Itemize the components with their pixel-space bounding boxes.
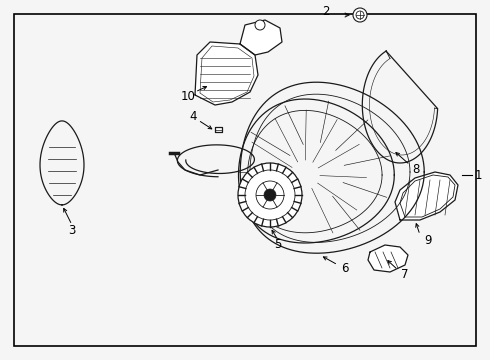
Circle shape	[238, 163, 302, 227]
Polygon shape	[195, 42, 258, 105]
Polygon shape	[215, 127, 222, 132]
Polygon shape	[395, 172, 458, 220]
Polygon shape	[368, 245, 408, 272]
Text: 4: 4	[189, 109, 197, 122]
Text: 6: 6	[341, 262, 349, 275]
Circle shape	[264, 189, 276, 201]
Text: 1: 1	[474, 168, 482, 181]
Text: 10: 10	[180, 90, 196, 103]
Text: 9: 9	[424, 234, 432, 247]
Text: 8: 8	[412, 162, 420, 176]
Text: 5: 5	[274, 239, 282, 252]
Polygon shape	[240, 20, 282, 55]
Text: 3: 3	[68, 224, 75, 237]
Circle shape	[255, 20, 265, 30]
Text: 2: 2	[322, 5, 330, 18]
Text: 7: 7	[401, 267, 409, 280]
Circle shape	[353, 8, 367, 22]
